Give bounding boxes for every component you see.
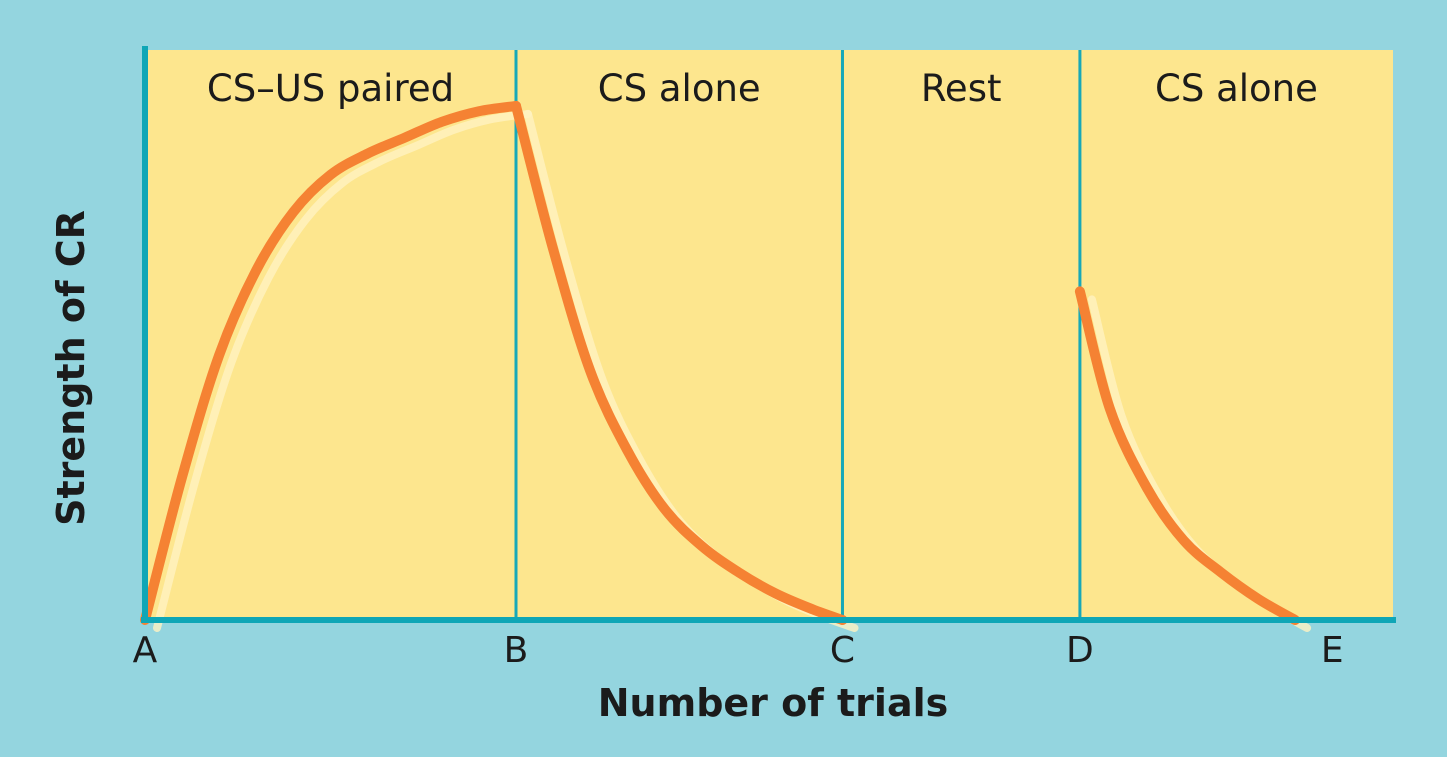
curve-segment [1074,286,1301,625]
curve-highlight [153,109,532,632]
y-axis-title: Strength of CR [49,210,93,526]
plot-area [145,50,1393,620]
x-tick-label: C [830,630,855,671]
curve-segment [511,100,848,625]
phase-label: CS alone [598,67,761,110]
phase-labels: CS–US paired CS alone Rest CS alone [207,67,1318,110]
curve-series [140,100,1312,632]
phase-label: CS alone [1155,67,1318,110]
x-tick-label: B [504,630,529,671]
x-axis-title: Number of trials [598,681,948,725]
phase-label: Rest [921,67,1002,110]
phase-dividers [514,50,1082,620]
x-tick-label: A [133,630,158,671]
phase-label: CS–US paired [207,67,454,110]
curve-segment [140,100,521,625]
x-tick-label: D [1066,630,1094,671]
x-tick-label: E [1321,630,1344,671]
x-tick-labels: A B C D E [133,630,1344,671]
